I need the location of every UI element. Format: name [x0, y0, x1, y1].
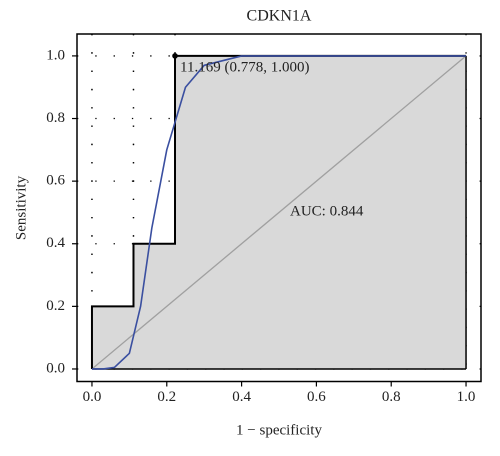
x-tick-label: 0.6	[307, 389, 326, 405]
x-tick-label: 0.4	[232, 389, 251, 405]
y-tick-label: 0.6	[46, 173, 65, 189]
x-axis-label: 1 − specificity	[236, 422, 322, 438]
x-tick-label: 0.2	[157, 389, 176, 405]
x-tick-label: 0.0	[83, 389, 102, 405]
plot-frame	[76, 33, 482, 383]
y-tick-label: 0.2	[46, 298, 65, 314]
chart-title: CDKN1A	[247, 8, 312, 25]
auc-label: AUC: 0.844	[290, 203, 364, 219]
y-axis-label: Sensitivity	[13, 175, 29, 240]
y-tick-label: 1.0	[46, 47, 65, 63]
y-tick-label: 0.4	[46, 235, 65, 251]
y-tick-label: 0.8	[46, 110, 65, 126]
x-tick-label: 1.0	[457, 389, 476, 405]
fitted-roc	[91, 55, 467, 370]
cutoff-label: 11.169 (0.778, 1.000)	[180, 59, 309, 75]
y-tick-label: 0.0	[46, 360, 65, 376]
x-tick-label: 0.8	[382, 389, 401, 405]
reference-line	[91, 55, 467, 370]
cutoff-point	[172, 53, 178, 59]
